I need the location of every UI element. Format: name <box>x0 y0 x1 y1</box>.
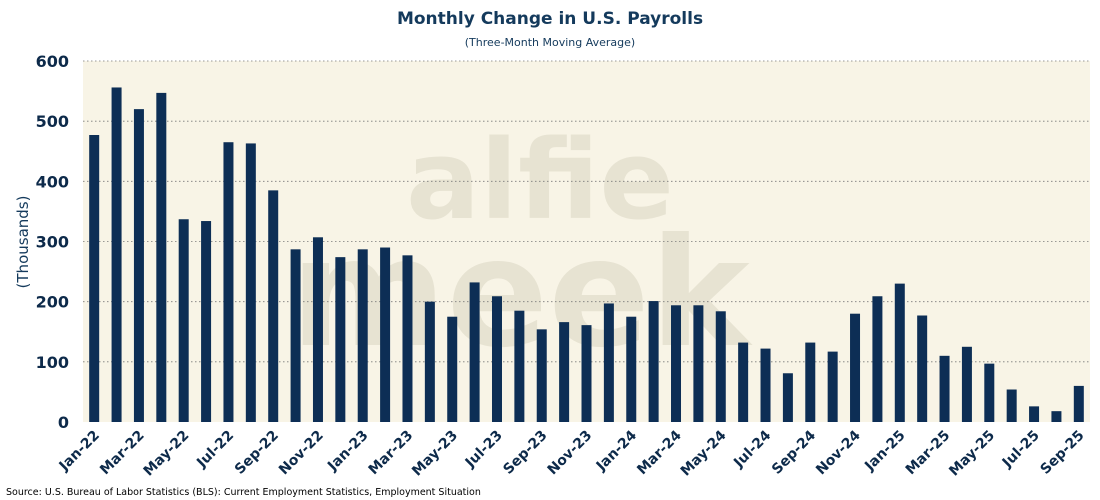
x-tick-label: Sep-25 <box>1038 428 1088 478</box>
bar <box>1006 389 1017 422</box>
bar <box>1073 385 1084 422</box>
x-tick-label: Jul-23 <box>462 428 506 472</box>
bar <box>671 305 682 422</box>
bar <box>850 313 861 422</box>
y-tick-label: 500 <box>36 112 69 131</box>
y-tick-label: 600 <box>36 52 69 71</box>
y-tick-label: 300 <box>36 233 69 252</box>
bar <box>715 311 726 422</box>
x-tick-label: Nov-22 <box>276 428 327 479</box>
bar <box>805 342 816 422</box>
x-tick-label: May-22 <box>141 428 193 480</box>
bar <box>536 329 547 422</box>
x-tick-label: Sep-24 <box>769 427 819 477</box>
bar <box>961 346 972 422</box>
bar <box>984 363 995 422</box>
bar <box>380 247 391 422</box>
bar <box>469 282 480 422</box>
bar <box>357 249 368 422</box>
bar <box>424 301 435 422</box>
bar <box>111 87 122 422</box>
bar <box>402 255 413 422</box>
bar <box>894 283 905 422</box>
source-note: Source: U.S. Bureau of Labor Statistics … <box>6 487 481 498</box>
bar <box>89 135 100 422</box>
bar <box>178 219 189 422</box>
bar <box>156 92 167 422</box>
x-tick-label: May-24 <box>678 427 730 479</box>
bar <box>514 310 525 422</box>
x-tick-label: Jul-25 <box>999 428 1043 472</box>
x-tick-label: Mar-25 <box>903 428 954 479</box>
bar <box>268 190 279 422</box>
chart-title: Monthly Change in U.S. Payrolls <box>397 9 703 29</box>
bar <box>1051 411 1062 422</box>
watermark-line-1: alfie <box>406 116 674 244</box>
x-tick-label: May-25 <box>946 428 998 480</box>
y-axis-ticks: 0 100 200 300 400 500 600 <box>36 52 69 432</box>
x-tick-label: May-23 <box>409 428 461 480</box>
bar <box>693 305 704 422</box>
bar <box>648 301 659 422</box>
bar <box>245 143 256 422</box>
bar <box>827 351 838 422</box>
bar <box>581 325 592 422</box>
bar <box>626 316 637 422</box>
bar <box>872 296 883 422</box>
bars <box>89 87 1084 422</box>
x-tick-label: Jul-24 <box>730 427 774 471</box>
bar <box>738 342 749 422</box>
bar <box>939 355 950 422</box>
x-tick-label: Jan-24 <box>593 427 640 474</box>
y-tick-label: 100 <box>36 353 69 372</box>
x-tick-label: Jan-22 <box>56 428 103 475</box>
bar <box>559 322 570 422</box>
bar <box>312 237 323 422</box>
bar <box>1029 406 1040 422</box>
x-tick-label: Nov-23 <box>545 428 596 479</box>
y-tick-label: 400 <box>36 172 69 191</box>
bar <box>223 142 234 422</box>
x-tick-label: Jul-22 <box>193 428 237 472</box>
bar <box>782 373 793 422</box>
bar <box>447 316 458 422</box>
y-tick-label: 200 <box>36 293 69 312</box>
x-tick-label: Jan-25 <box>861 428 908 475</box>
y-axis-label: (Thousands) <box>14 196 32 289</box>
x-tick-label: Jan-23 <box>324 428 371 475</box>
x-tick-label: Nov-24 <box>813 427 864 478</box>
x-tick-label: Sep-23 <box>500 428 550 478</box>
chart-subtitle: (Three-Month Moving Average) <box>465 36 635 49</box>
bar <box>917 315 928 422</box>
bar <box>201 221 212 422</box>
bar <box>491 296 502 422</box>
bar <box>760 348 771 422</box>
bar <box>290 249 301 422</box>
y-tick-label: 0 <box>58 413 69 432</box>
x-tick-label: Mar-23 <box>366 428 417 479</box>
x-tick-label: Mar-22 <box>97 428 148 479</box>
bar <box>335 257 346 422</box>
bar <box>133 109 144 422</box>
bar <box>603 303 614 422</box>
x-tick-label: Sep-22 <box>232 428 282 478</box>
x-tick-label: Mar-24 <box>634 427 685 478</box>
